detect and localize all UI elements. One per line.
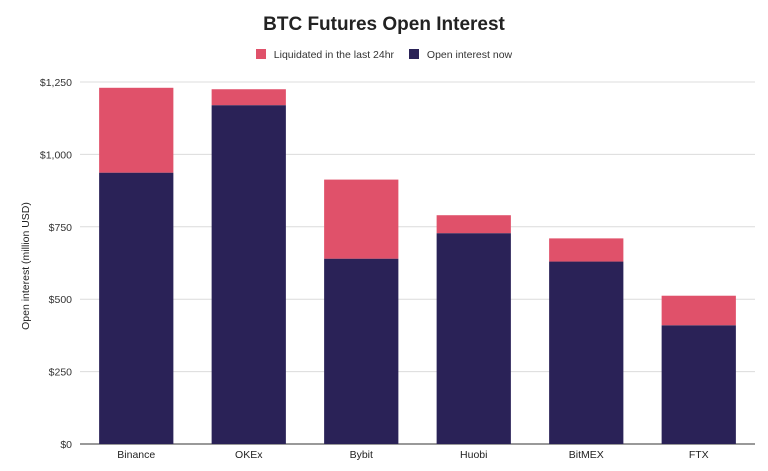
x-tick-label: Bybit: [350, 449, 373, 461]
bar-liquidated: [99, 87, 174, 173]
bar-liquidated: [549, 238, 624, 262]
chart-title: BTC Futures Open Interest: [263, 14, 505, 35]
bar-open-interest: [324, 258, 399, 444]
bar-liquidated: [211, 89, 286, 106]
bar-liquidated: [661, 295, 736, 326]
y-tick-label: $500: [49, 294, 73, 306]
bar-open-interest: [436, 233, 511, 444]
bar-open-interest: [211, 105, 286, 444]
x-tick-label: Huobi: [460, 449, 487, 461]
legend-item-liquidated: Liquidated in the last 24hr: [255, 49, 395, 62]
x-tick-label: OKEx: [235, 449, 263, 461]
x-tick-label: BitMEX: [569, 449, 604, 461]
y-tick-label: $750: [49, 222, 73, 234]
bar-open-interest: [549, 261, 624, 444]
x-tick-label: FTX: [689, 449, 709, 461]
legend: Liquidated in the last 24hr Open interes…: [0, 49, 768, 61]
bar-open-interest: [99, 172, 174, 444]
bar-liquidated: [436, 215, 511, 234]
bar-liquidated: [324, 179, 399, 259]
legend-swatch-open-interest: [408, 49, 419, 60]
y-tick-label: $0: [60, 439, 72, 451]
bar-open-interest: [661, 325, 736, 444]
legend-item-open-interest: Open interest now: [408, 49, 513, 62]
y-tick-label: $250: [49, 367, 73, 379]
y-tick-label: $1,000: [40, 149, 72, 161]
y-tick-label: $1,250: [40, 77, 72, 89]
legend-label-liquidated: Liquidated in the last 24hr: [273, 49, 395, 62]
legend-label-open-interest: Open interest now: [426, 49, 513, 62]
x-tick-label: Binance: [117, 449, 155, 461]
legend-swatch-liquidated: [255, 49, 266, 60]
